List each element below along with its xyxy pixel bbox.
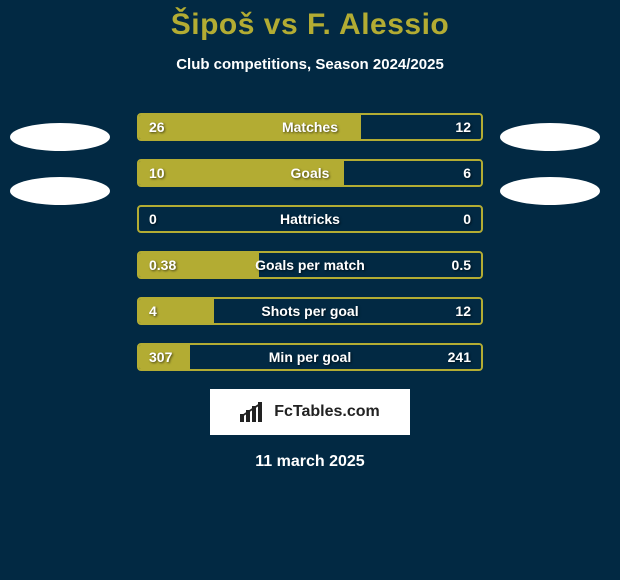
stat-row: 10Goals6 [137, 159, 483, 187]
source-badge-text: FcTables.com [274, 403, 380, 421]
stat-row: 4Shots per goal12 [137, 297, 483, 325]
page-title: Šipoš vs F. Alessio [0, 8, 620, 42]
avatar [500, 177, 600, 205]
stat-bar-right [344, 161, 481, 185]
avatar [10, 123, 110, 151]
stat-value-right: 0 [463, 207, 471, 231]
comparison-card: Šipoš vs F. Alessio Club competitions, S… [0, 0, 620, 580]
source-badge: FcTables.com [210, 389, 410, 435]
avatar [10, 177, 110, 205]
stat-bar-left [139, 161, 344, 185]
stat-bar-left [139, 299, 214, 323]
stat-row: 0Hattricks0 [137, 205, 483, 233]
stat-bar-left [139, 253, 259, 277]
stat-row: 0.38Goals per match0.5 [137, 251, 483, 279]
stat-bar-left [139, 345, 190, 369]
stat-row: 26Matches12 [137, 113, 483, 141]
stat-bar-right [190, 345, 481, 369]
stat-label: Hattricks [139, 207, 481, 231]
stat-bar-right [259, 253, 481, 277]
stat-value-left: 0 [149, 207, 157, 231]
stat-bar-left [139, 115, 361, 139]
stats-container: 26Matches12 10Goals6 0Hattricks0 0.38Goals … [137, 113, 483, 371]
avatar [500, 123, 600, 151]
stat-row: 307Min per goal241 [137, 343, 483, 371]
date-label: 11 march 2025 [0, 453, 620, 471]
bar-chart-icon [240, 402, 266, 422]
stat-bar-right [214, 299, 481, 323]
page-subtitle: Club competitions, Season 2024/2025 [0, 56, 620, 73]
stat-bar-right [361, 115, 481, 139]
